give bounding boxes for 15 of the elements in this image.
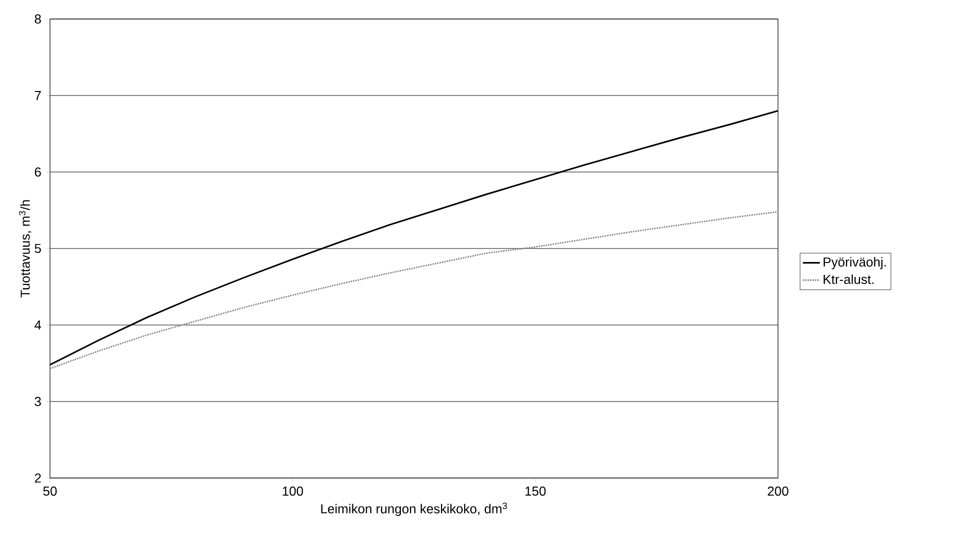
y-tick-label: 3 — [34, 396, 41, 406]
y-tick-label: 7 — [34, 91, 41, 100]
x-tick-label: 150 — [525, 486, 546, 496]
y-tick-label: 6 — [34, 167, 41, 177]
y-tick-label: 4 — [34, 320, 42, 330]
y-axis-title: Tuottavuus, m$^{3}$/h — [19, 200, 32, 298]
y-tick-label: 5 — [34, 244, 41, 254]
legend-label: Ktr-alust. — [824, 274, 874, 284]
y-tick-label: 8 — [34, 14, 41, 24]
x-tick-label: 100 — [282, 486, 303, 496]
y-tick-label: 2 — [34, 473, 41, 483]
x-axis-title: Leimikon rungon keskikoko, dm$^{3}$ — [321, 502, 507, 516]
x-tick-label: 50 — [43, 486, 57, 496]
x-tick-label: 200 — [768, 486, 788, 496]
legend-label: Pyöriväohj. — [824, 257, 886, 270]
